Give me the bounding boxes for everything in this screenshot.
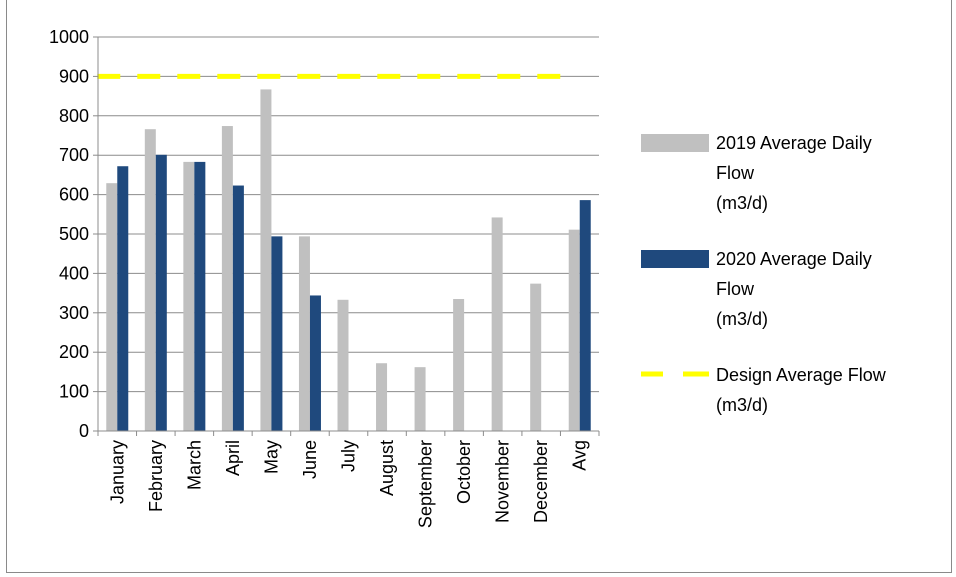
bar-2019 xyxy=(491,217,503,431)
y-tick-label: 1000 xyxy=(49,27,89,47)
legend: 2019 Average Daily Flow (m3/d) 2020 Average… xyxy=(641,133,887,415)
bar-2020 xyxy=(579,200,591,431)
legend-label: (m3/d) xyxy=(716,193,768,213)
x-tick-label: April xyxy=(223,440,243,476)
bar-2019 xyxy=(260,89,272,431)
y-tick-label: 200 xyxy=(59,342,89,362)
x-tick-label: August xyxy=(377,440,397,496)
bar-2019 xyxy=(453,299,465,431)
legend-label: Flow xyxy=(716,279,755,299)
legend-label: 2019 Average Daily xyxy=(716,133,872,153)
bar-2020 xyxy=(194,161,206,431)
y-tick-label: 300 xyxy=(59,303,89,323)
legend-label: (m3/d) xyxy=(716,395,768,415)
y-tick-label: 500 xyxy=(59,224,89,244)
x-tick-label: October xyxy=(454,440,474,504)
bar-2019 xyxy=(221,126,233,431)
bars-layer xyxy=(106,89,591,432)
x-tick-label: Avg xyxy=(570,440,590,471)
legend-label: Flow xyxy=(716,163,755,183)
bar-2019 xyxy=(144,129,156,432)
y-tick-label: 100 xyxy=(59,382,89,402)
bar-2019 xyxy=(183,161,195,431)
x-tick-label: January xyxy=(107,440,127,504)
legend-swatch-2020 xyxy=(641,250,709,268)
bar-2019 xyxy=(376,363,388,431)
bar-2020 xyxy=(309,295,321,431)
bar-2019 xyxy=(106,183,118,431)
bar-2020 xyxy=(232,185,244,431)
x-tick-label: November xyxy=(493,440,513,523)
y-tick-label: 900 xyxy=(59,66,89,86)
x-tick-label: June xyxy=(300,440,320,479)
legend-label: 2020 Average Daily xyxy=(716,249,872,269)
y-tick-label: 600 xyxy=(59,185,89,205)
bar-2020 xyxy=(271,236,283,431)
x-tick-label: February xyxy=(146,440,166,512)
bar-2019 xyxy=(414,367,426,431)
legend-label: (m3/d) xyxy=(716,309,768,329)
x-tick-label: December xyxy=(531,440,551,523)
x-tick-label: September xyxy=(416,440,436,528)
y-tick-label: 700 xyxy=(59,145,89,165)
y-tick-label: 400 xyxy=(59,263,89,283)
x-tick-label: March xyxy=(184,440,204,490)
axes-layer: 0 100 200 300 400 500 600 700 800 900 1000 January F… xyxy=(49,27,600,528)
bar-2020 xyxy=(155,154,167,431)
bar-2019 xyxy=(337,299,349,431)
bar-2019 xyxy=(298,236,310,431)
chart-frame xyxy=(6,0,952,573)
x-tick-label: May xyxy=(261,440,281,474)
bar-2019 xyxy=(530,283,542,431)
y-tick-label: 0 xyxy=(79,421,89,441)
x-tick-label: July xyxy=(339,440,359,472)
legend-label: Design Average Flow xyxy=(716,365,887,385)
y-tick-label: 800 xyxy=(59,106,89,126)
bar-2020 xyxy=(117,166,129,431)
legend-swatch-2019 xyxy=(641,134,709,152)
bar-2019 xyxy=(568,229,580,431)
